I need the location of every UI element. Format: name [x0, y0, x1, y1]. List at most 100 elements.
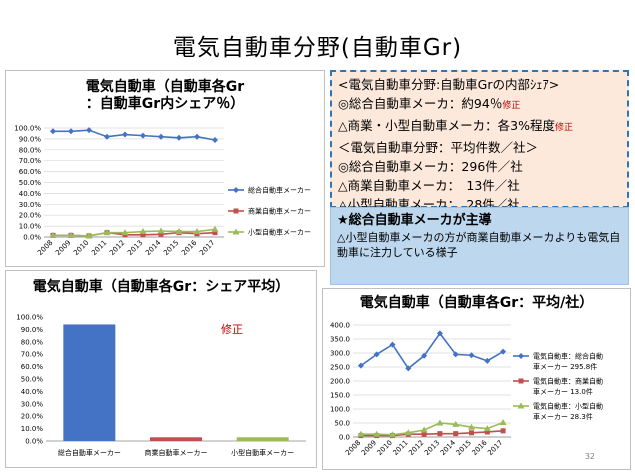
data-point — [67, 231, 75, 238]
data-point — [373, 430, 381, 437]
x-tick-label: 商業自動車メーカー — [145, 448, 208, 457]
data-point — [139, 228, 147, 235]
y-tick-label: 300.0 — [330, 350, 350, 358]
series-line — [53, 228, 216, 237]
data-point — [212, 136, 218, 143]
x-tick-label: 2017 — [486, 439, 504, 457]
y-tick-label: 350.0 — [330, 336, 350, 344]
legend-marker — [517, 402, 525, 409]
series-line — [53, 129, 216, 141]
series-line — [360, 421, 504, 436]
legend-label: 電気自動車：商業自動 — [533, 377, 603, 386]
data-point — [211, 225, 219, 232]
bar — [63, 324, 116, 441]
x-tick-label: 2009 — [360, 439, 378, 457]
y-tick-label: 30.0% — [19, 201, 42, 209]
info-line: △商業・小型自動車メーカ：各3%程度修正 — [338, 116, 621, 138]
data-point — [157, 227, 165, 234]
data-point — [357, 362, 364, 369]
summary-note-box: ★総合自動車メーカが主導 △小型自動車メーカの方が商業自動車メーカよりも電気自動… — [330, 207, 629, 285]
data-point — [469, 430, 474, 436]
legend-marker — [233, 208, 239, 214]
info-line-text: ◎総合自動車メーカ：296件／社 — [338, 159, 523, 174]
series-line — [360, 332, 504, 370]
y-tick-label: 30.0% — [21, 400, 44, 408]
data-point — [158, 133, 164, 140]
share-line-chart-title: 電気自動車（自動車各Gr ：自動車Gr内シェア％） — [6, 79, 324, 113]
y-tick-label: 50.0% — [21, 376, 44, 384]
y-tick-label: 100.0% — [16, 314, 43, 322]
y-tick-label: 60.0% — [21, 363, 44, 371]
bar — [150, 437, 202, 441]
info-line: <電気自動車分野:自動車Grの内部ｼｪｱ> — [338, 75, 621, 94]
x-tick-label: 2009 — [54, 239, 72, 257]
info-line: ＜電気自動車分野：平均件数／社＞ — [338, 138, 621, 157]
x-tick-label: 2017 — [198, 239, 216, 257]
data-point — [140, 132, 146, 139]
data-point — [500, 348, 507, 355]
y-tick-label: 80.0% — [21, 338, 44, 346]
data-point — [405, 365, 412, 372]
correction-note: 修正 — [502, 101, 521, 111]
y-tick-label: 90.0% — [21, 326, 44, 334]
y-tick-label: 50.0 — [334, 420, 350, 428]
data-point — [194, 133, 200, 140]
x-tick-label: 2012 — [407, 439, 425, 457]
data-point — [468, 352, 475, 359]
share-line-chart-panel: 電気自動車（自動車各Gr ：自動車Gr内シェア％） 0.0% 10.0% 20.0%… — [5, 70, 325, 267]
x-tick-label: 2011 — [391, 439, 409, 457]
data-point — [420, 426, 428, 433]
data-point — [437, 431, 443, 437]
y-tick-label: 250.0 — [330, 364, 350, 372]
average-line-chart-panel: 電気自動車（自動車各Gr：平均/社） 0.0 50.0 100.0 150.0 200.… — [322, 288, 631, 470]
summary-note-body: △小型自動車メーカの方が商業自動車メーカよりも電気自動車に注力している様子 — [337, 231, 621, 259]
data-point — [452, 420, 460, 427]
x-tick-label: 2012 — [108, 239, 126, 257]
y-tick-label: 10.0% — [19, 223, 42, 231]
x-tick-label: 2015 — [162, 239, 180, 257]
legend-label: 商業自動車メーカー — [248, 207, 311, 216]
data-point — [212, 230, 218, 236]
data-point — [140, 232, 146, 238]
share-bar-chart: 0.0% 10.0% 20.0% 30.0% 40.0% 50.0% 60.0% 70.0% 8… — [16, 314, 306, 457]
data-point — [85, 232, 93, 239]
info-line-text: △商業・小型自動車メーカ：各3%程度 — [338, 118, 555, 133]
y-tick-label: 20.0% — [21, 413, 44, 421]
correction-note: 修正 — [554, 123, 573, 133]
y-tick-label: 400.0 — [330, 322, 350, 330]
data-point — [436, 330, 443, 337]
data-point — [404, 429, 412, 436]
y-tick-label: 90.0% — [19, 135, 42, 143]
data-point — [389, 341, 396, 348]
bar — [236, 437, 289, 441]
x-tick-label: 2013 — [423, 439, 441, 457]
y-tick-label: 150.0 — [330, 392, 350, 400]
average-line-chart-title: 電気自動車（自動車各Gr：平均/社） — [359, 295, 594, 311]
y-tick-label: 40.0% — [21, 388, 44, 396]
x-tick-label: 2013 — [126, 239, 144, 257]
data-point — [158, 231, 164, 237]
summary-note-heading: ★総合自動車メーカが主導 — [337, 213, 492, 228]
data-point — [483, 425, 491, 432]
info-line-text: <電気自動車分野:自動車Grの内部ｼｪｱ> — [338, 77, 560, 92]
page-number: 32 — [584, 452, 595, 461]
bar-chart-correction-note: 修正 — [221, 323, 243, 336]
y-tick-label: 70.0% — [21, 351, 44, 359]
x-tick-label: 2014 — [439, 438, 458, 457]
data-point — [104, 133, 110, 140]
data-point — [121, 229, 129, 236]
share-bar-chart-title: 電気自動車（自動車各Gr：シェア平均） — [32, 279, 290, 295]
y-tick-label: 60.0% — [19, 168, 42, 176]
data-point — [484, 429, 490, 435]
x-tick-label: 総合自動車メーカー — [58, 448, 121, 457]
x-tick-label: 2010 — [72, 239, 90, 257]
x-tick-label: 2016 — [180, 238, 199, 257]
y-tick-label: 20.0% — [19, 212, 42, 220]
data-point — [50, 128, 56, 135]
x-tick-label: 2010 — [376, 439, 394, 457]
x-tick-label: 2016 — [470, 438, 489, 457]
y-tick-label: 70.0% — [19, 157, 42, 165]
info-line-text: △商業自動車メーカ： 13件／社 — [338, 178, 520, 193]
y-tick-label: 100.0 — [330, 406, 350, 414]
average-line-chart: 0.0 50.0 100.0 150.0 200.0 250.0 300.0 350.0 400… — [330, 322, 603, 458]
